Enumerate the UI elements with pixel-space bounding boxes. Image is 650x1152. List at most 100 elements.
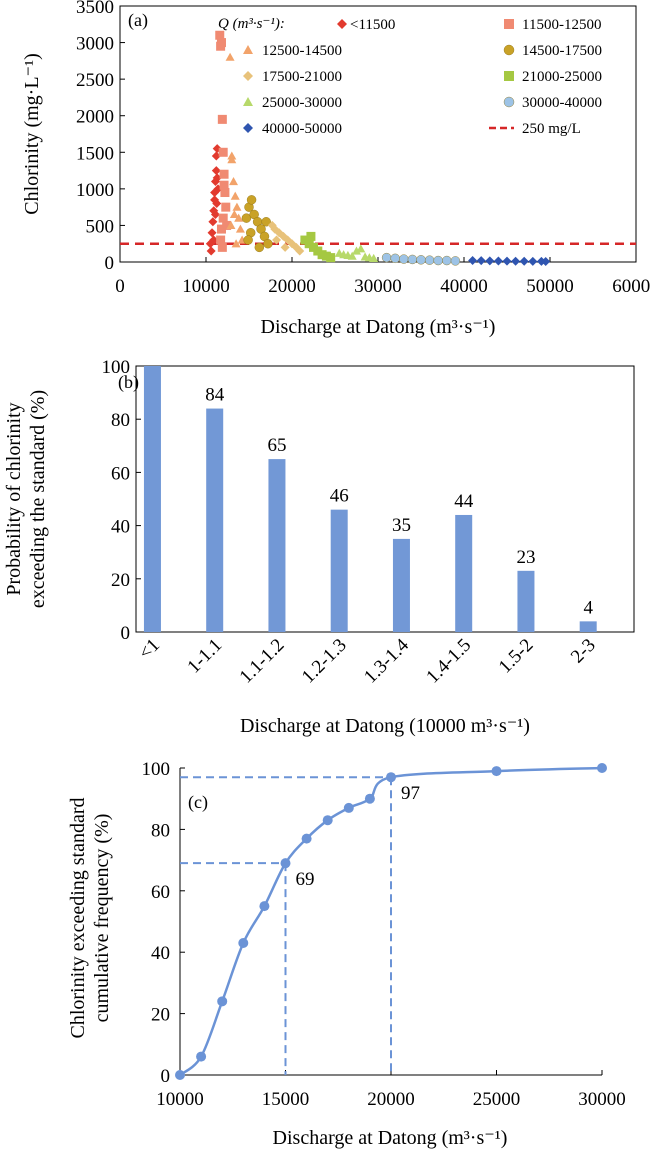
legend-marker-2 — [243, 45, 253, 54]
bar-data-label: 23 — [516, 547, 535, 568]
panel-a-point-series-7 — [407, 254, 418, 265]
panel-c-y-tick-label: 60 — [151, 882, 170, 903]
panel-a-point-series-0 — [212, 173, 222, 183]
panel-b-y-tick-label: 80 — [111, 410, 130, 431]
panel-a-point-series-6 — [347, 251, 357, 260]
panel-a-point-series-7 — [433, 255, 443, 266]
panel-a-y-tick-label: 2000 — [76, 107, 114, 128]
legend-marker-3 — [503, 44, 515, 56]
panel-a-y-tick-label: 0 — [105, 253, 115, 274]
panel-b-y-tick-label: 0 — [121, 623, 131, 644]
cumulative-frequency-point — [322, 815, 333, 826]
cumulative-frequency-point — [597, 763, 607, 773]
panel-c-xlabel: Discharge at Datong (m³·s⁻¹) — [273, 1127, 508, 1149]
panel-a-point-series-7 — [390, 253, 400, 264]
panel-a-y-tick-label: 2500 — [76, 70, 114, 91]
panel-a-point-series-0 — [206, 246, 216, 256]
panel-a-point-series-7 — [399, 254, 409, 264]
cumulative-frequency-point — [259, 901, 270, 912]
panel-a-point-series-1 — [221, 202, 231, 212]
panel-c-x-tick-label: 25000 — [473, 1089, 521, 1110]
cumulative-frequency-point — [491, 766, 502, 777]
cumulative-frequency-point — [301, 833, 312, 844]
panel-a-point-series-4 — [295, 246, 305, 256]
bar-data-label: 35 — [392, 515, 411, 536]
bar-0 — [143, 366, 161, 632]
panel-a-point-series-8 — [528, 256, 538, 266]
panel-c-label: (c) — [188, 792, 208, 813]
panel-a-point-series-8 — [468, 256, 478, 266]
cumulative-frequency-point — [175, 1070, 185, 1080]
panel-c-y-tick-label: 20 — [151, 1005, 170, 1026]
legend-label-2: 12500-14500 — [262, 43, 342, 59]
panel-a-point-series-1 — [220, 188, 230, 198]
panel-a-point-series-7 — [424, 255, 435, 265]
panel-a-point-series-1 — [216, 235, 226, 245]
panel-a-point-series-2 — [226, 220, 236, 230]
panel-a-point-series-4 — [272, 235, 282, 245]
panel-a-y-tick-label: 1500 — [76, 143, 114, 164]
cumulative-frequency-point — [196, 1051, 207, 1062]
panel-a-x-tick-label: 0 — [115, 276, 125, 297]
panel-a-legend: Q (m³·s⁻¹): <11500 11500-12500 12500-14500… — [218, 16, 602, 137]
panel-a-point-series-1 — [222, 220, 232, 230]
panel-a-point-series-2 — [230, 191, 240, 200]
panel-a-point-series-5 — [326, 253, 336, 263]
panel-a-x-tick-label: 50000 — [526, 276, 574, 297]
panel-a-point-series-0 — [211, 166, 221, 176]
bar-data-label: 4 — [583, 597, 593, 618]
panel-a-point-series-8 — [519, 256, 529, 266]
legend-label-8: 40000-50000 — [262, 121, 342, 137]
panel-a-point-series-3 — [243, 235, 253, 245]
panel-a-point-series-8 — [485, 256, 495, 266]
panel-a-point-series-1 — [217, 242, 227, 252]
panel-c-ylabel-line2: cumulative frequency (%) — [91, 814, 113, 1023]
panel-b-y-tick-label: 40 — [111, 517, 130, 538]
legend-marker-1 — [504, 19, 514, 29]
panel-a-point-series-1 — [219, 169, 229, 179]
bar-data-label: 46 — [330, 486, 349, 507]
panel-b-x-tick-label: 1.5-2 — [495, 635, 538, 678]
panel-b-frame — [135, 365, 635, 633]
legend-marker-0 — [337, 19, 347, 29]
cumulative-frequency-point — [386, 772, 396, 783]
panel-a-point-series-2 — [229, 209, 239, 219]
panel-b-x-tick-label: 2-3 — [567, 635, 600, 668]
legend-title: Q (m³·s⁻¹): — [218, 16, 285, 32]
bar-2 — [268, 459, 286, 632]
bar-7 — [579, 621, 597, 632]
panel-a-y-tick-label: 500 — [86, 216, 115, 237]
panel-a-point-series-2 — [234, 213, 244, 222]
legend-marker-5 — [504, 71, 514, 81]
panel-a-point-series-8 — [502, 256, 512, 266]
panel-c-x-tick-label: 30000 — [578, 1089, 626, 1110]
panel-a-point-series-3 — [254, 242, 265, 253]
legend-label-6: 25000-30000 — [262, 95, 342, 111]
legend-marker-7 — [503, 96, 515, 108]
panel-a-x-tick-label: 30000 — [354, 276, 402, 297]
bar-3 — [330, 509, 348, 632]
panel-a-point-series-6 — [352, 246, 361, 255]
legend-label-5: 21000-25000 — [522, 69, 602, 85]
panel-c-ylabel-line1: Chlorinity exceeding standard — [67, 797, 89, 1038]
cumulative-frequency-point — [238, 937, 249, 948]
legend-label-7: 30000-40000 — [522, 95, 602, 111]
panel-a-x-tick-label: 10000 — [182, 276, 230, 297]
panel-a-y-tick-label: 1000 — [76, 180, 114, 201]
panel-b-bar: (b) 0 20 40 60 80 100 <1 84 1-1.1 65 1.1-1.2 46 1.2… — [3, 357, 635, 737]
bar-1 — [206, 408, 224, 632]
panel-a-point-series-3 — [263, 239, 273, 249]
bar-6 — [517, 570, 535, 632]
panel-a-point-series-8 — [541, 257, 551, 267]
panel-b-ylabel-line2: exceeding the standard (%) — [27, 390, 49, 608]
panel-a-point-series-0 — [209, 235, 219, 245]
annotation-label: 69 — [296, 869, 315, 890]
legend-marker-4 — [243, 71, 253, 81]
panel-a-point-series-2 — [227, 155, 237, 164]
panel-a-point-series-2 — [232, 202, 242, 211]
panel-c-y-tick-label: 100 — [142, 759, 171, 780]
panel-a-point-series-7 — [450, 256, 461, 266]
panel-c-x-tick-label: 10000 — [156, 1089, 204, 1110]
panel-a-point-series-1 — [217, 114, 227, 124]
